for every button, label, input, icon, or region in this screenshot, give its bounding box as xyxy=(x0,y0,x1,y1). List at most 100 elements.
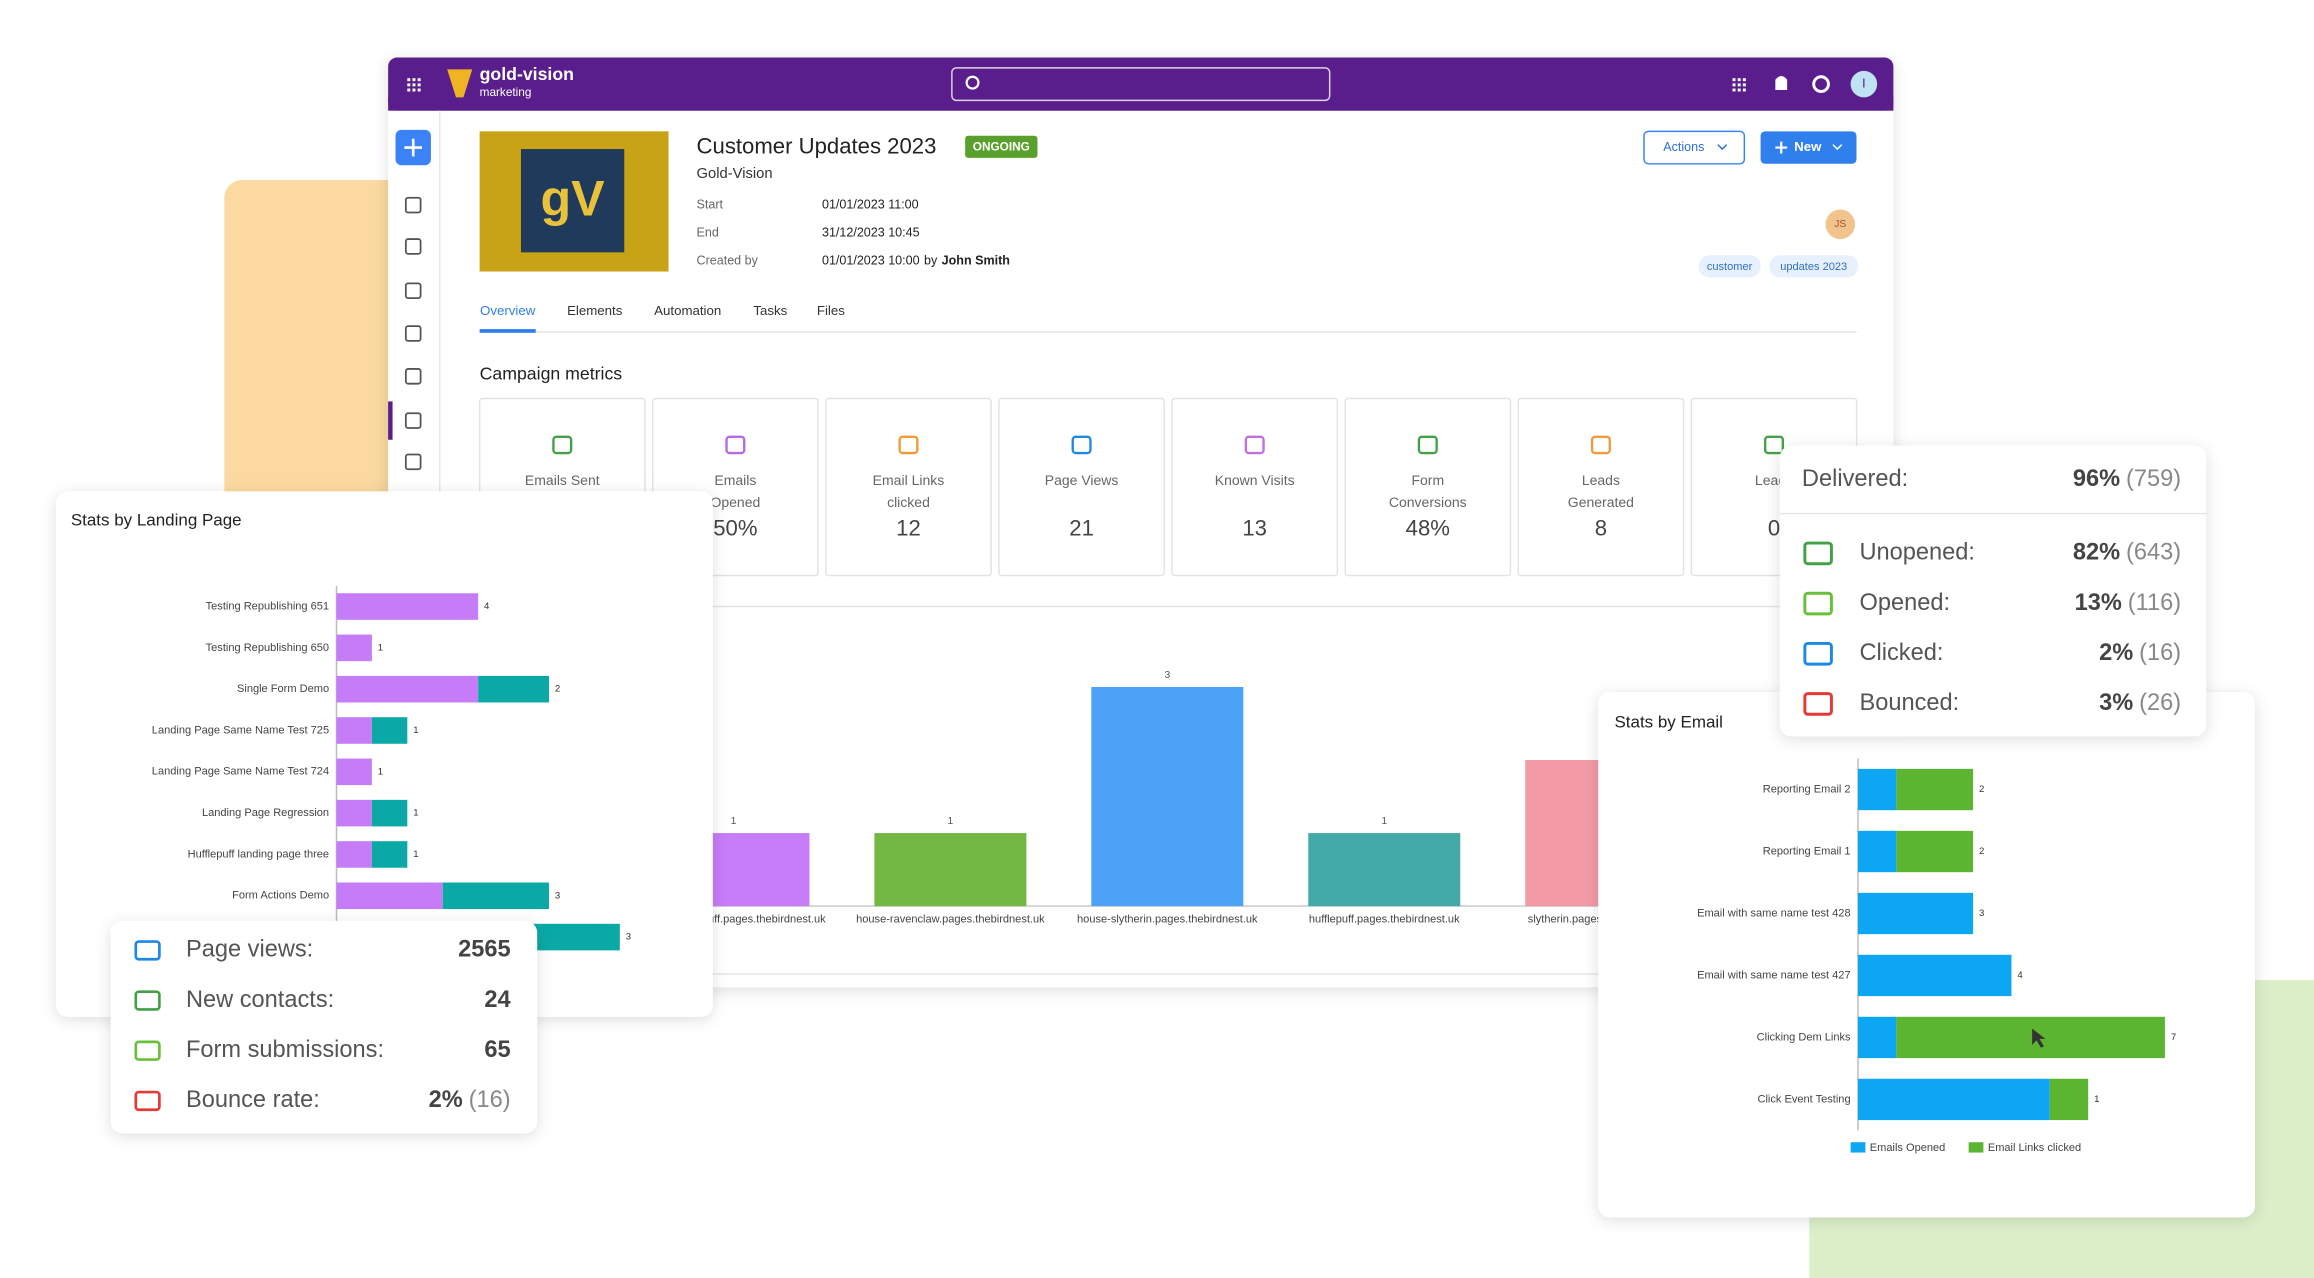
status-text: ONGOING xyxy=(973,140,1030,154)
user-initial: I xyxy=(1862,76,1866,91)
bar-segment xyxy=(1896,768,1974,811)
tag-text: updates 2023 xyxy=(1780,261,1847,273)
delivery-percent: 3% xyxy=(2099,690,2133,716)
delivery-label: Delivered: xyxy=(1802,466,1908,492)
tag-text: customer xyxy=(1707,261,1753,273)
apps-icon xyxy=(1732,88,1736,92)
value-label: 1 xyxy=(413,849,418,860)
delivery-icon xyxy=(1803,692,1833,716)
bar-segment xyxy=(336,593,479,620)
metric-label: Emails xyxy=(714,472,756,488)
value-label: 4 xyxy=(2017,970,2023,981)
summary-value: 65 xyxy=(484,1037,510,1063)
bar-segment xyxy=(1857,1016,1897,1059)
bar-segment xyxy=(1857,1078,2050,1121)
logo-text: gV xyxy=(541,170,606,226)
settings-icon[interactable] xyxy=(1812,75,1830,93)
nav-icon xyxy=(404,238,422,255)
delivery-percent: 82% xyxy=(2073,540,2120,566)
y-tick-label: Testing Republishing 650 xyxy=(206,642,329,654)
summary-icon xyxy=(134,1090,161,1112)
bar xyxy=(874,833,1027,907)
plus-icon xyxy=(1775,141,1788,154)
summary-icon xyxy=(134,990,161,1011)
metric-value: 50% xyxy=(713,516,757,541)
nav-icon xyxy=(404,453,422,471)
metric-label: Known Visits xyxy=(1215,472,1295,488)
metric-icon xyxy=(898,435,919,455)
apps-icon xyxy=(1742,88,1746,92)
value-label: 4 xyxy=(484,601,490,612)
metric-card xyxy=(1517,397,1685,577)
apps-icon xyxy=(1732,78,1736,82)
apps-icon xyxy=(412,88,416,92)
bar-segment xyxy=(1896,1016,2165,1059)
cursor xyxy=(2032,1028,2046,1048)
nav-icon xyxy=(404,368,422,385)
metric-value: 0 xyxy=(1768,516,1780,541)
metric-label: Email Links xyxy=(873,472,945,488)
apps-icon xyxy=(417,88,421,92)
delivery-count: (116) xyxy=(2128,590,2181,616)
delivery-percent: 13% xyxy=(2075,590,2122,616)
apps-icon xyxy=(1737,78,1741,82)
user-avatar[interactable] xyxy=(1850,70,1878,98)
value-label: 1 xyxy=(948,816,954,827)
legend-label: Email Links clicked xyxy=(1988,1142,2081,1154)
field-label: Created by xyxy=(697,254,759,268)
apps-icon xyxy=(412,83,416,87)
bar-segment xyxy=(1857,892,1974,935)
bar xyxy=(1091,686,1244,907)
top-bar xyxy=(388,97,1894,111)
bar-segment xyxy=(371,717,408,744)
tab-underline xyxy=(479,329,536,333)
bar-segment xyxy=(2049,1078,2089,1121)
search-icon xyxy=(965,75,980,90)
y-tick-label: Hufflepuff landing page three xyxy=(188,848,329,860)
y-tick-label: Reporting Email 2 xyxy=(1763,783,1851,795)
y-tick-label: Landing Page Same Name Test 724 xyxy=(152,766,329,778)
organisation: Gold-Vision xyxy=(697,166,773,182)
x-tick-label: hufflepuff.pages.thebirdnest.uk xyxy=(1309,913,1460,925)
delivery-label: Bounced: xyxy=(1859,690,1959,716)
section-title: Campaign metrics xyxy=(480,364,623,384)
nav-icon xyxy=(404,325,422,342)
metric-card xyxy=(998,397,1165,577)
new-text: New xyxy=(1794,139,1822,154)
metric-icon xyxy=(1590,435,1611,455)
bar-segment xyxy=(371,799,408,827)
delivery-count: (26) xyxy=(2139,690,2181,716)
delivery-percent: 96% xyxy=(2073,466,2120,492)
bar-segment xyxy=(1896,830,1974,873)
delivery-label: Unopened: xyxy=(1859,540,1975,566)
value-label: 3 xyxy=(1164,670,1170,681)
legend-swatch xyxy=(1850,1142,1866,1153)
value-label: 2 xyxy=(1979,784,1984,795)
product: marketing xyxy=(480,85,532,99)
y-tick-label: Email with same name test 427 xyxy=(1697,969,1851,981)
value-label: 1 xyxy=(731,816,737,827)
campaign-title: Customer Updates 2023 xyxy=(697,133,937,158)
legend-swatch xyxy=(1968,1142,1984,1153)
bell-icon[interactable] xyxy=(1775,76,1788,91)
tab: Overview xyxy=(480,303,536,318)
metric-icon xyxy=(1763,435,1785,455)
y-tick-label: Click Event Testing xyxy=(1757,1093,1850,1105)
chevron xyxy=(1832,144,1843,151)
summary-count: (16) xyxy=(469,1087,511,1113)
summary-value: 2% xyxy=(429,1087,463,1113)
bar-segment xyxy=(1857,830,1897,873)
y-tick-label: Reporting Email 1 xyxy=(1763,845,1851,857)
value-label: 3 xyxy=(555,890,560,901)
y-tick-label: Landing Page Regression xyxy=(202,807,329,819)
metric-card xyxy=(825,397,992,577)
value-label: 7 xyxy=(2171,1032,2176,1043)
tab: Elements xyxy=(567,303,623,318)
value-label: 1 xyxy=(378,642,383,653)
bar-segment xyxy=(442,882,549,910)
metric-label: Form xyxy=(1411,472,1444,488)
metric-value: 48% xyxy=(1406,516,1450,541)
x-tick-label: house-ravenclaw.pages.thebirdnest.uk xyxy=(856,913,1045,925)
summary-icon xyxy=(134,1040,161,1061)
